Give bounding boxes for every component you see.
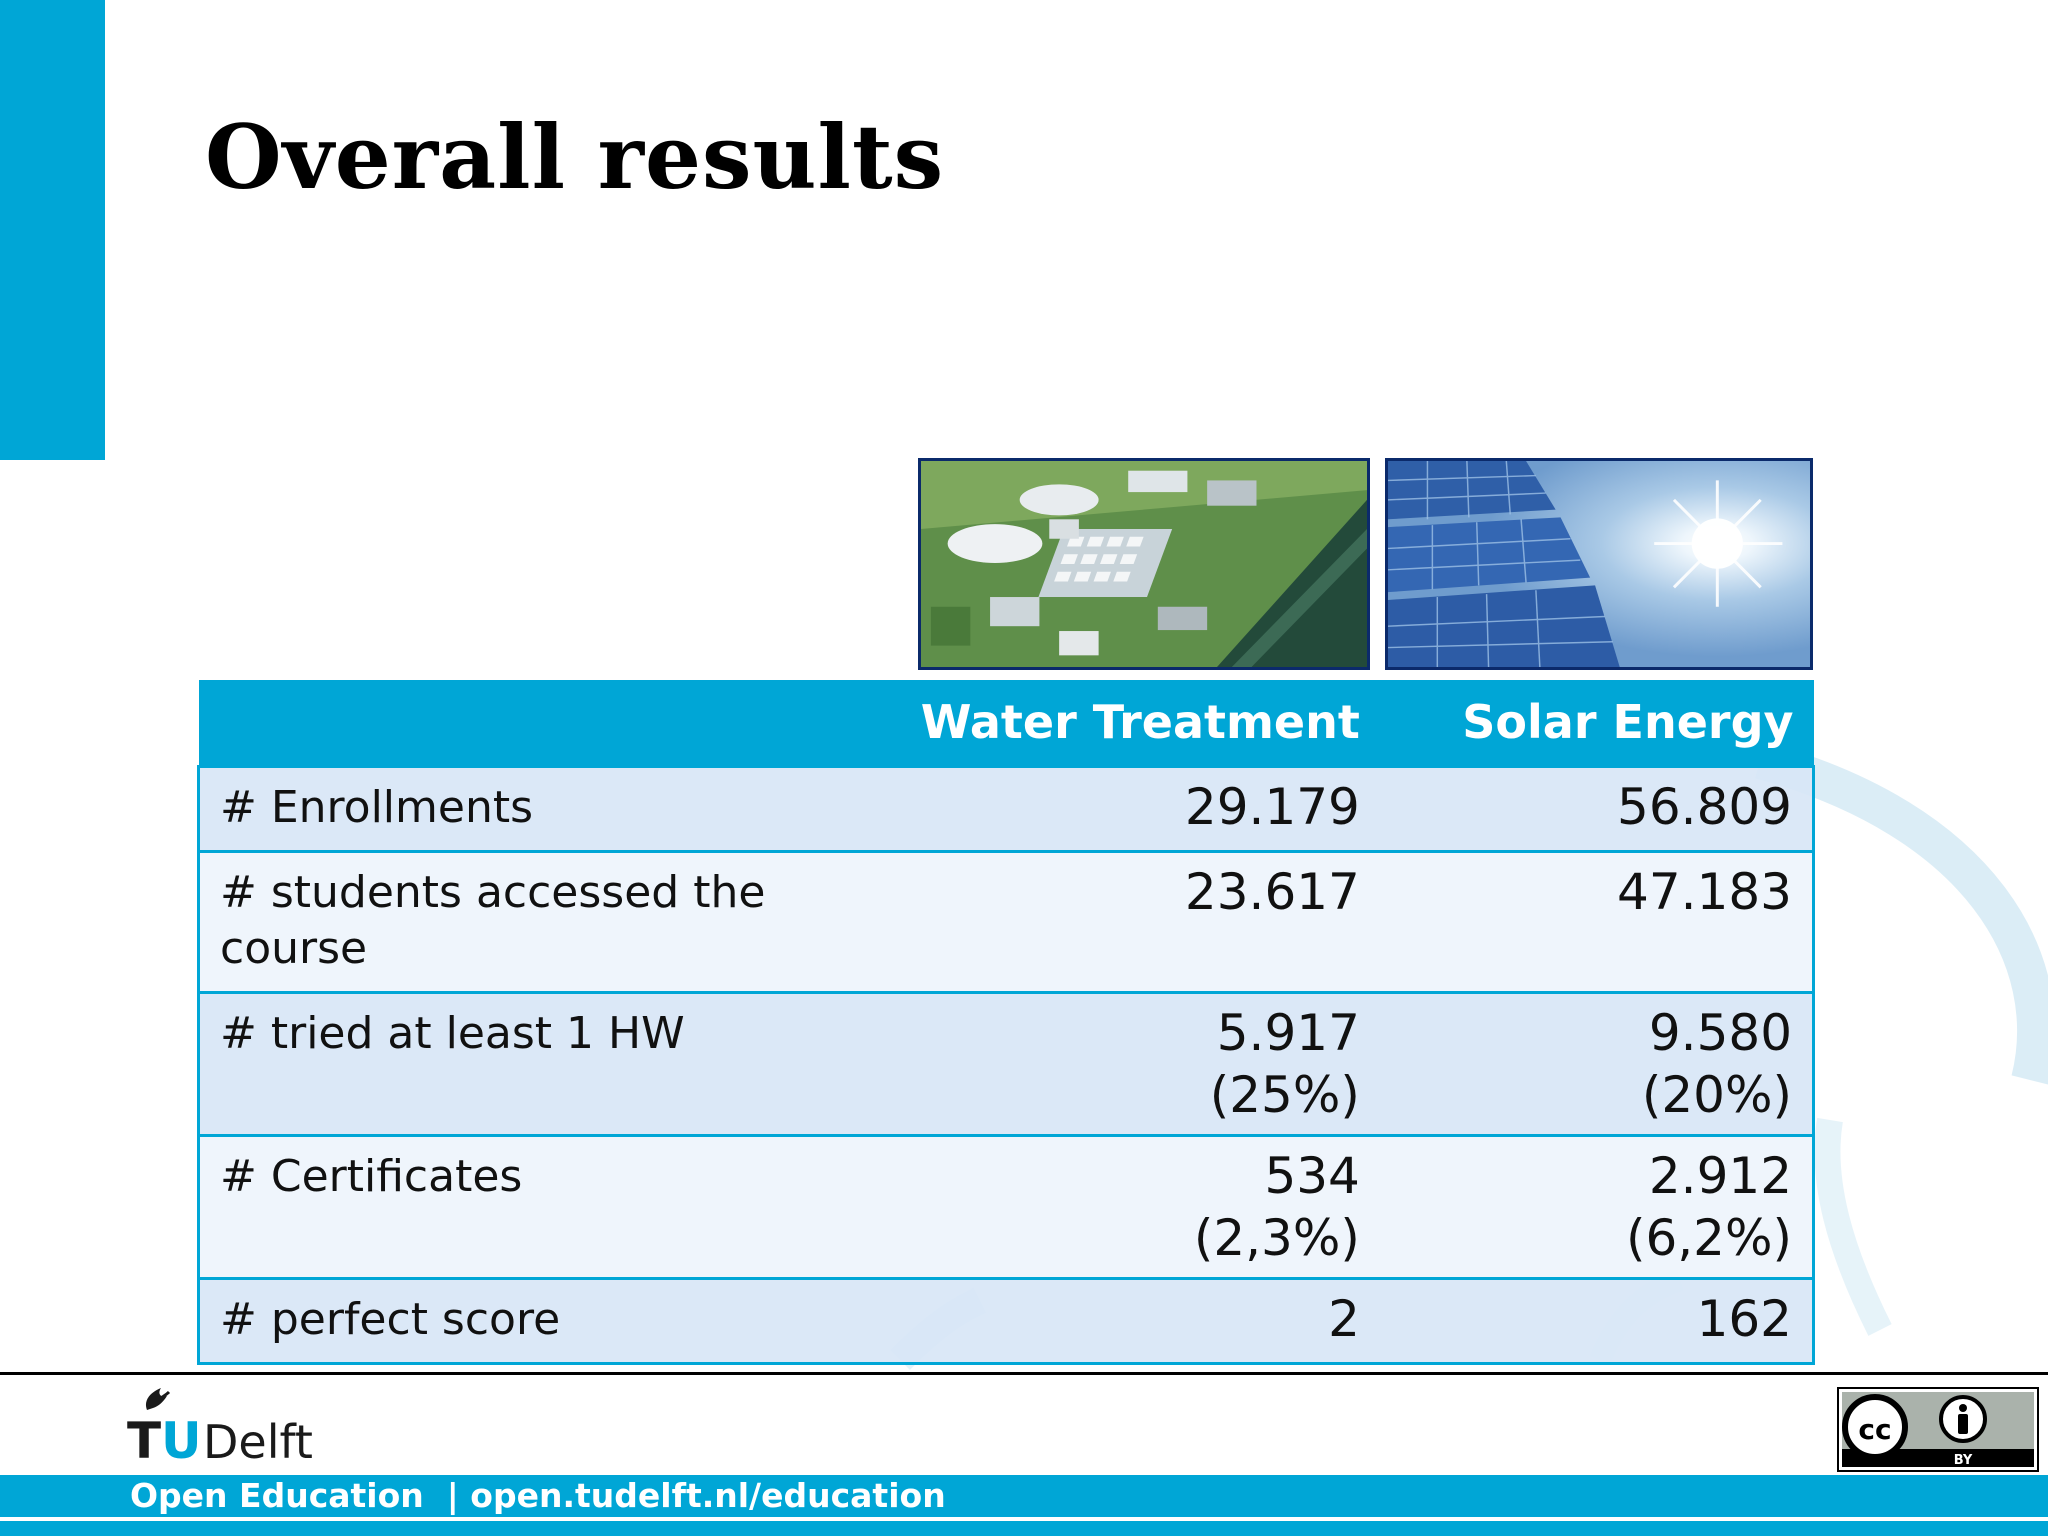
value-line: 56.809	[1617, 777, 1792, 836]
footer-divider	[0, 1372, 2048, 1375]
side-accent-bar	[0, 0, 105, 460]
cc-by-label: BY	[1954, 1453, 1973, 1468]
value-percent: (2,3%)	[1193, 1208, 1360, 1267]
table-row: # Enrollments 29.179 56.809	[196, 764, 1815, 853]
creative-commons-icon: cc	[1842, 1394, 1908, 1460]
svg-text:cc: cc	[1858, 1413, 1891, 1446]
solar-value: 162	[1379, 1276, 1815, 1365]
results-table: Water Treatment Solar Energy # Enrollmen…	[196, 680, 1815, 1365]
tudelft-flame-icon	[145, 1388, 171, 1410]
value-line: 23.617	[1184, 862, 1360, 921]
water-value: 5.917 (25%)	[895, 990, 1380, 1137]
row-label: # students accessed the course	[196, 849, 896, 994]
value-line: 47.183	[1617, 862, 1792, 921]
value-line: 534	[1264, 1146, 1360, 1205]
value-line: 2.912	[1648, 1146, 1792, 1205]
row-label: # tried at least 1 HW	[196, 990, 896, 1137]
footer-text: Open Education | open.tudelft.nl/educati…	[130, 1476, 946, 1515]
header-water-treatment: Water Treatment	[895, 680, 1380, 766]
row-label: # Certificates	[196, 1133, 896, 1280]
footer-bar	[0, 1475, 2048, 1517]
value-line: 162	[1696, 1289, 1792, 1348]
tudelft-logo: T U Delft	[127, 1388, 313, 1470]
water-value: 29.179	[895, 764, 1380, 853]
value-line: 5.917	[1216, 1003, 1360, 1062]
cc-by-badge: cc BY	[1837, 1387, 2039, 1472]
value-percent: (25%)	[1209, 1065, 1360, 1124]
solar-value: 9.580 (20%)	[1379, 990, 1815, 1137]
footer-bottom-strip	[0, 1521, 2048, 1536]
logo-word-delft: Delft	[203, 1415, 313, 1469]
table-row: # Certificates 534 (2,3%) 2.912 (6,2%)	[196, 1133, 1815, 1280]
solar-value: 56.809	[1379, 764, 1815, 853]
value-line: 29.179	[1184, 777, 1360, 836]
attribution-person-icon	[1939, 1395, 1987, 1443]
solar-value: 2.912 (6,2%)	[1379, 1133, 1815, 1280]
solar-energy-photo	[1385, 458, 1813, 670]
water-value: 534 (2,3%)	[895, 1133, 1380, 1280]
row-label: # perfect score	[196, 1276, 896, 1365]
water-value: 2	[895, 1276, 1380, 1365]
table-row: # perfect score 2 162	[196, 1276, 1815, 1365]
solar-value: 47.183	[1379, 849, 1815, 994]
header-empty	[198, 680, 896, 766]
slide-title: Overall results	[205, 105, 945, 209]
header-solar-energy: Solar Energy	[1379, 680, 1814, 766]
table-header-row: Water Treatment Solar Energy	[198, 680, 1814, 766]
logo-letter-u: U	[161, 1412, 202, 1470]
water-treatment-photo	[918, 458, 1370, 670]
logo-letter-t: T	[127, 1412, 161, 1470]
row-label: # Enrollments	[196, 764, 896, 853]
value-line: 9.580	[1648, 1003, 1792, 1062]
value-percent: (20%)	[1641, 1065, 1792, 1124]
table-row: # students accessed the course 23.617 47…	[196, 849, 1815, 994]
water-value: 23.617	[895, 849, 1380, 994]
value-percent: (6,2%)	[1625, 1208, 1792, 1267]
table-row: # tried at least 1 HW 5.917 (25%) 9.580 …	[196, 990, 1815, 1137]
value-line: 2	[1328, 1289, 1360, 1348]
